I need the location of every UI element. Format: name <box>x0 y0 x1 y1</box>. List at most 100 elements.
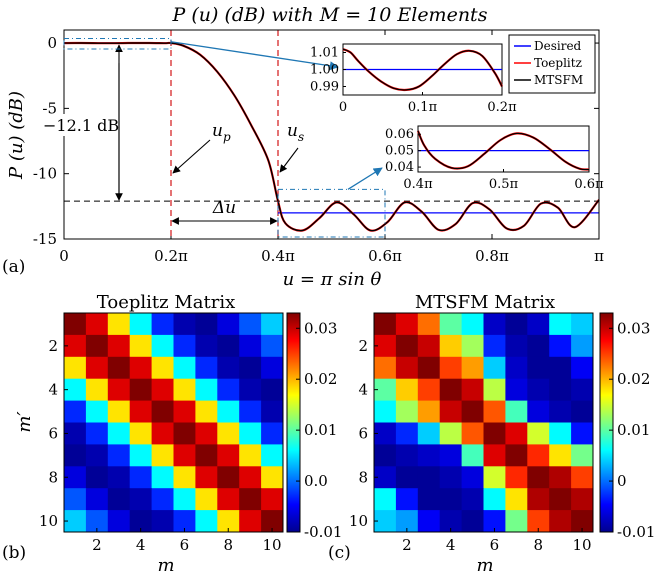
toeplitz-colorbar-label: 0.03 <box>304 319 337 337</box>
mtsfm-x-tick-label: 6 <box>490 536 500 554</box>
level-label-bg <box>40 114 118 136</box>
mtsfm-cell <box>505 356 528 380</box>
mtsfm-cell <box>374 488 397 511</box>
toeplitz-colorbar-label: 0.0 <box>304 472 328 490</box>
toeplitz-colorbar: 0.03 0.02 0.01 0.0 -0.01 <box>286 312 342 541</box>
mtsfm-cell <box>483 444 506 467</box>
mtsfm-cell <box>395 378 419 401</box>
toeplitz-cell <box>107 488 131 511</box>
mtsfm-cell <box>505 466 528 489</box>
toeplitz-cell <box>64 466 87 489</box>
toeplitz-cell <box>195 378 218 401</box>
annotations: −12.1 dB up us Δu <box>40 37 386 238</box>
toeplitz-cell <box>173 378 196 401</box>
mtsfm-cell <box>549 313 572 336</box>
toeplitz-cell <box>64 400 87 423</box>
toeplitz-cell <box>173 356 196 380</box>
toeplitz-x-tick-label: 8 <box>223 536 233 554</box>
toeplitz-y-tick-label: 10 <box>39 512 58 530</box>
mtsfm-x-tick-label: 2 <box>402 536 412 554</box>
mtsfm-colorbar-label: 0.01 <box>617 421 650 439</box>
mtsfm-cell <box>395 488 419 511</box>
toeplitz-cell <box>85 378 109 401</box>
toeplitz-cell <box>239 422 262 445</box>
toeplitz-cell <box>151 488 174 511</box>
toeplitz-cell <box>64 334 87 358</box>
mtsfm-cell <box>439 510 462 533</box>
mtsfm-cell <box>439 378 462 401</box>
mtsfm-heatmap: 2 4 6 8 10 2 4 6 8 10 <box>349 312 594 554</box>
mtsfm-y-tick-label: 8 <box>358 468 368 486</box>
mtsfm-cell <box>571 510 594 533</box>
mtsfm-cell <box>417 444 441 467</box>
mtsfm-cell <box>527 378 550 401</box>
toeplitz-cell <box>239 488 262 511</box>
mtsfm-cell <box>395 422 419 445</box>
toeplitz-colorbar-label: 0.01 <box>304 421 337 439</box>
toeplitz-y-tick-label: 2 <box>48 337 58 355</box>
mtsfm-cell <box>439 466 462 489</box>
mtsfm-cell <box>461 466 484 489</box>
toeplitz-cell <box>151 444 174 467</box>
y-tick-label: -10 <box>33 165 57 183</box>
toeplitz-cell <box>261 444 284 467</box>
toeplitz-cell <box>261 356 284 380</box>
mtsfm-cell <box>439 334 462 358</box>
mtsfm-cell <box>439 356 462 380</box>
toeplitz-cell <box>195 422 218 445</box>
inset-stopband: 0.4π 0.5π 0.6π 0.06 0.050.04 <box>385 125 604 192</box>
mtsfm-cell <box>571 334 594 358</box>
toeplitz-cell <box>151 466 174 489</box>
toeplitz-cell <box>151 313 174 336</box>
mtsfm-cell <box>527 422 550 445</box>
stopband-zoom-connector <box>347 167 383 190</box>
mtsfm-cell <box>571 444 594 467</box>
mtsfm-cell <box>395 444 419 467</box>
mtsfm-frame <box>373 312 594 533</box>
panel-label-c: (c) <box>328 543 351 563</box>
mtsfm-cell <box>527 444 550 467</box>
mtsfm-cell <box>527 334 550 358</box>
mtsfm-cell <box>374 334 397 358</box>
x-tick-label: 0.4π <box>261 247 295 265</box>
toeplitz-cell <box>107 444 131 467</box>
toeplitz-cell <box>85 488 109 511</box>
toeplitz-cell <box>64 488 87 511</box>
mtsfm-cell <box>374 422 397 445</box>
inset-2-y-tick-label: 0.04 <box>385 160 414 175</box>
mtsfm-cell <box>374 444 397 467</box>
mtsfm-cell <box>549 488 572 511</box>
mtsfm-cell <box>417 378 441 401</box>
toeplitz-cell <box>107 356 131 380</box>
mtsfm-y-tick-label: 4 <box>358 381 368 399</box>
toeplitz-cell <box>85 444 109 467</box>
mtsfm-cell <box>417 400 441 423</box>
mtsfm-cell <box>417 334 441 358</box>
mtsfm-series-line <box>63 42 600 232</box>
toeplitz-cell <box>85 356 109 380</box>
inset-1-y-tick-label: 0.99 <box>310 80 339 95</box>
toeplitz-cell <box>195 510 218 533</box>
mtsfm-cell <box>527 356 550 380</box>
mtsfm-cell <box>461 510 484 533</box>
panel-label-a: (a) <box>2 257 25 277</box>
mtsfm-colorbar-bar <box>599 312 614 533</box>
stopband-zoom-box <box>277 188 386 238</box>
x-axis-label: u = π sin θ <box>283 269 382 290</box>
mtsfm-cell <box>461 378 484 401</box>
mtsfm-colorbar: 0.03 0.02 0.01 0 -0.01 <box>599 312 655 541</box>
toeplitz-cell <box>107 313 131 336</box>
mtsfm-cell <box>439 444 462 467</box>
toeplitz-cell <box>151 510 174 533</box>
toeplitz-colorbar-label: -0.01 <box>304 523 342 541</box>
mtsfm-cell <box>483 313 506 336</box>
toeplitz-cell <box>173 422 196 445</box>
mtsfm-cell <box>483 466 506 489</box>
toeplitz-cell <box>261 466 284 489</box>
mtsfm-cell <box>374 400 397 423</box>
inset-2-y-tick-label: 0.06 <box>385 127 414 142</box>
mtsfm-cell <box>417 313 441 336</box>
inset-1-mtsfm-line <box>342 48 503 91</box>
toeplitz-cell <box>217 444 240 467</box>
toeplitz-cell <box>173 488 196 511</box>
